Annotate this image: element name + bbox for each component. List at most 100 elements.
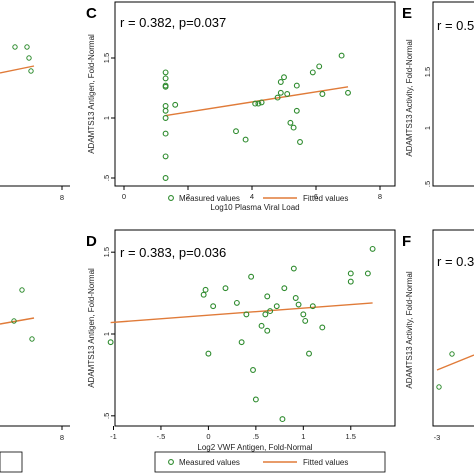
- panel-c-data-point: [172, 101, 179, 108]
- panel-c-stat: r = 0.382, p=0.037: [120, 15, 226, 30]
- panel-d-data-point: [309, 303, 316, 310]
- panel-d-frame: [114, 229, 396, 427]
- panel-f-point: [449, 351, 455, 357]
- panel-e-stat: r = 0.5: [437, 18, 474, 33]
- panel-d-fitted-line: [110, 302, 373, 324]
- panel-d-data-point: [264, 293, 271, 300]
- panel-f-xtick-label: -3: [434, 433, 441, 442]
- panel-d-data-point: [281, 285, 288, 292]
- panel-c-data-point: [162, 103, 169, 109]
- panel-d-data-point: [200, 291, 207, 298]
- panel-e-ytick-label: 1.5: [423, 67, 432, 77]
- panel-c-y-tick-label: 1: [102, 116, 111, 120]
- panel-c-frame: [114, 1, 396, 187]
- panel-d-data-point: [302, 317, 309, 324]
- left-top-point: [28, 68, 34, 74]
- panel-c-data-point: [162, 130, 169, 137]
- panel-d-x-tick-label: 0: [206, 432, 210, 441]
- left-bottom-legend-box: [0, 451, 23, 473]
- panel-f-point: [436, 384, 442, 390]
- panel-c-data-point: [274, 94, 281, 101]
- panel-e-ytick-label: .5: [423, 181, 432, 187]
- panel-d-data-point: [233, 299, 240, 306]
- panel-c-x-tick-label: 6: [314, 192, 318, 201]
- panel-f-partial: F r = 0.3 ADAMTS13 Activity, Fold-Normal…: [402, 229, 474, 442]
- left-bottom-point: [29, 336, 35, 342]
- panel-d-data-point: [267, 308, 274, 315]
- panel-d-legend-measured-label: Measured values: [179, 458, 240, 467]
- panel-c-data-point: [258, 99, 265, 106]
- panel-c-y-tick-label: .5: [102, 175, 111, 181]
- panel-c-data-point: [162, 69, 169, 76]
- panel-e-partial: E r = 0.5 ADAMTS13 Activity, Fold-Normal…: [402, 1, 474, 187]
- left-bottom-fit-line: [0, 317, 35, 325]
- panel-c-data-point: [162, 115, 169, 121]
- panel-d-data-point: [243, 311, 250, 318]
- panel-c-data-point: [281, 74, 287, 81]
- left-bottom-point: [19, 287, 25, 293]
- panel-d-data-point: [295, 301, 302, 308]
- panel-d-legend-measured-marker: [168, 459, 174, 465]
- left-bottom-partial-panel: 8: [0, 287, 70, 473]
- panel-c-y-axis-label: ADAMTS13 Antigen, Fold-Normal: [87, 34, 96, 154]
- panel-c-data-point: [252, 100, 259, 107]
- panel-c-data-point: [287, 119, 294, 126]
- panel-d-legend-box: [154, 451, 386, 473]
- panel-d-x-tick-label: 1: [301, 432, 305, 441]
- panel-c-data-point: [255, 100, 262, 107]
- panel-c-data-point: [316, 63, 323, 70]
- panel-d-data-point: [202, 286, 209, 293]
- panel-c-x-tick-label: 8: [378, 192, 382, 201]
- panel-c-data-point: [284, 91, 291, 97]
- panel-d-data-point: [306, 350, 312, 357]
- panel-d-data-point: [347, 278, 354, 285]
- panel-d-data-point: [364, 270, 371, 277]
- panel-d-y-tick-label: 1: [102, 332, 111, 336]
- panel-c-data-point: [290, 124, 297, 131]
- panel-d-data-point: [319, 324, 326, 331]
- panel-e-frame: [432, 1, 474, 187]
- panel-f-ylabel: ADAMTS13 Activity, Fold-Normal: [405, 271, 414, 388]
- panel-c-data-point: [162, 75, 169, 82]
- panel-f-stat: r = 0.3: [437, 254, 474, 269]
- panel-d-data-point: [369, 245, 376, 252]
- left-top-partial-panel: 8: [0, 44, 70, 202]
- panel-d-data-point: [273, 303, 280, 310]
- panel-e-ylabel: ADAMTS13 Activity, Fold-Normal: [405, 39, 414, 156]
- panel-c-data-point: [233, 128, 239, 135]
- panel-c: Cr = 0.382, p=0.037 .5 1 1.5 0 2 4 6 8 Log10 Plas…: [86, 1, 396, 212]
- left-bottom-x-tick-label: 8: [60, 433, 64, 442]
- panel-c-data-point: [338, 52, 345, 59]
- panel-d-data-point: [300, 311, 307, 318]
- panel-d: Dr = 0.383, p=0.036 .5 1 1.5 -1 -.5 0 .5 1 1.5 Log…: [86, 229, 396, 473]
- panel-c-data-point: [293, 82, 300, 89]
- panel-c-legend-measured-label: Measured values: [179, 194, 240, 203]
- panel-d-data-point: [264, 327, 271, 334]
- panel-c-x-tick-label: 4: [250, 192, 254, 201]
- panel-d-data-point: [107, 339, 114, 346]
- panel-f-fit-line: [436, 354, 474, 371]
- panel-d-x-tick-label: -.5: [157, 432, 166, 441]
- panel-d-data-point: [292, 295, 299, 301]
- panel-c-data-point: [309, 69, 316, 76]
- panel-d-label: D: [86, 233, 97, 250]
- panel-c-y-tick-label: 1.5: [102, 53, 111, 63]
- panel-d-stat: r = 0.383, p=0.036: [120, 245, 226, 260]
- panel-d-x-tick-label: 1.5: [346, 432, 356, 441]
- panel-d-legend-fitted-label: Fitted values: [303, 458, 348, 467]
- panel-f-frame: [432, 229, 474, 427]
- panel-c-data-point: [162, 153, 169, 160]
- left-top-point: [12, 44, 18, 50]
- panel-d-x-axis-label: Log2 VWF Antigen, Fold-Normal: [197, 443, 312, 452]
- panel-c-x-tick-label: 2: [186, 192, 190, 201]
- panel-c-data-point: [293, 107, 300, 114]
- panel-d-data-point: [248, 273, 255, 280]
- panel-e-ytick-label: 1: [423, 126, 432, 130]
- panel-c-data-point: [277, 89, 284, 96]
- panel-d-data-point: [262, 311, 269, 318]
- panel-c-legend-fitted-label: Fitted values: [303, 194, 348, 203]
- panel-c-x-axis-label: Log10 Plasma Viral Load: [210, 203, 299, 212]
- panel-c-legend-measured-marker: [168, 195, 174, 201]
- left-top-x-tick-label: 8: [60, 193, 64, 202]
